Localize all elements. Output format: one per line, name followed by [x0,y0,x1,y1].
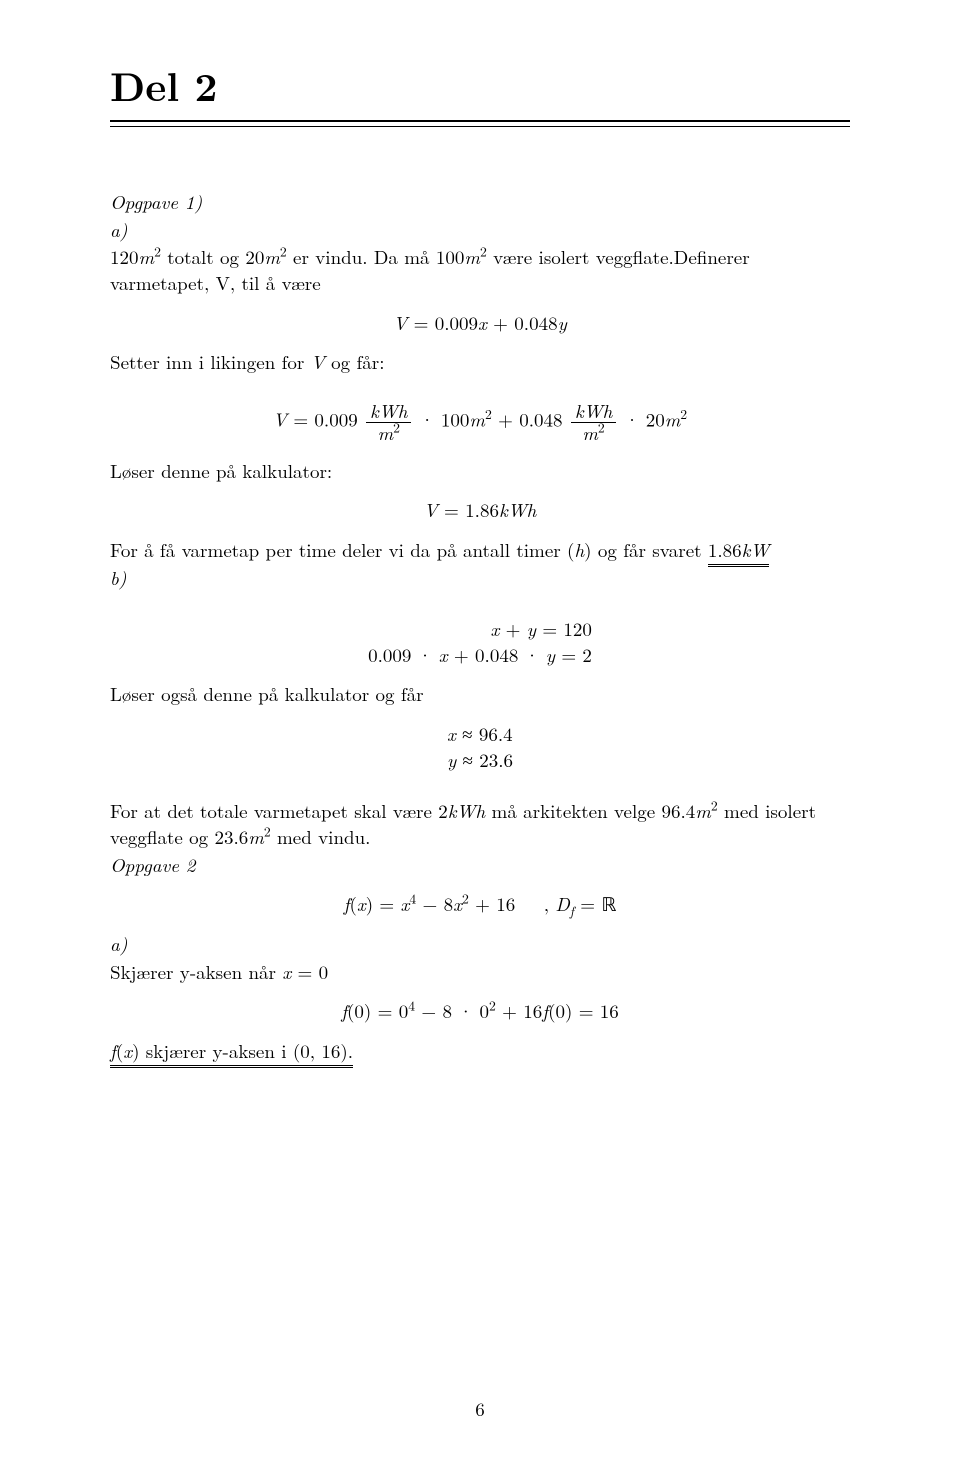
paragraph-7: Skjærer y-aksen når x = 0 [110,959,850,985]
equation-approx: x ≈ 96.4 y ≈ 23.6 [110,721,850,772]
part-b-label: b) [110,565,850,591]
paragraph-6: For at det totale varmetapet skal være 2… [110,798,850,849]
equation-V-definition: V = 0.009x + 0.048y [110,310,850,336]
equation-V-result: V = 1.86kWh [110,497,850,523]
paragraph-1: 120m2 totalt og 20m2 er vindu. Da må 100… [110,244,850,295]
rule-thick [110,120,850,122]
part-a2-label: a) [110,931,850,957]
page-number: 6 [0,1396,960,1422]
problem-1-label: Opgpave 1) [110,189,850,215]
paragraph-3: Løser denne på kalkulator: [110,458,850,484]
equation-system: x + y = 120 0.009 · x + 0.048 · y = 2 [110,616,850,667]
equation-V-numeric: V = 0.009 kWh m2 · 100m2 + 0.048 kWh m2 … [110,401,850,444]
paragraph-5: Løser også denne på kalkulator og får [110,681,850,707]
answer-2-line: f(x) skjærer y-aksen i (0, 16). [110,1038,850,1064]
document-page: Del 2 Opgpave 1) a) 120m2 totalt og 20m2… [0,0,960,1468]
equation-f-definition: f(x) = x4 − 8x2 + 16 , Df = ℝ [110,891,850,917]
fraction-2: kWh m2 [571,401,616,444]
paragraph-2: Setter inn i likingen for V og får: [110,349,850,375]
rule-thin [110,126,850,127]
answer-1: 1.86kW [708,536,770,567]
section-title: Del 2 [110,58,850,112]
fraction-1: kWh m2 [366,401,411,444]
problem-2-label: Oppgave 2 [110,852,850,878]
answer-2: f(x) skjærer y-aksen i (0, 16). [110,1037,353,1068]
part-a-label: a) [110,217,850,243]
paragraph-4: For å få varmetap per time deler vi da p… [110,537,850,563]
equation-f0: f(0) = 04 − 8 · 02 + 16f(0) = 16 [110,998,850,1024]
